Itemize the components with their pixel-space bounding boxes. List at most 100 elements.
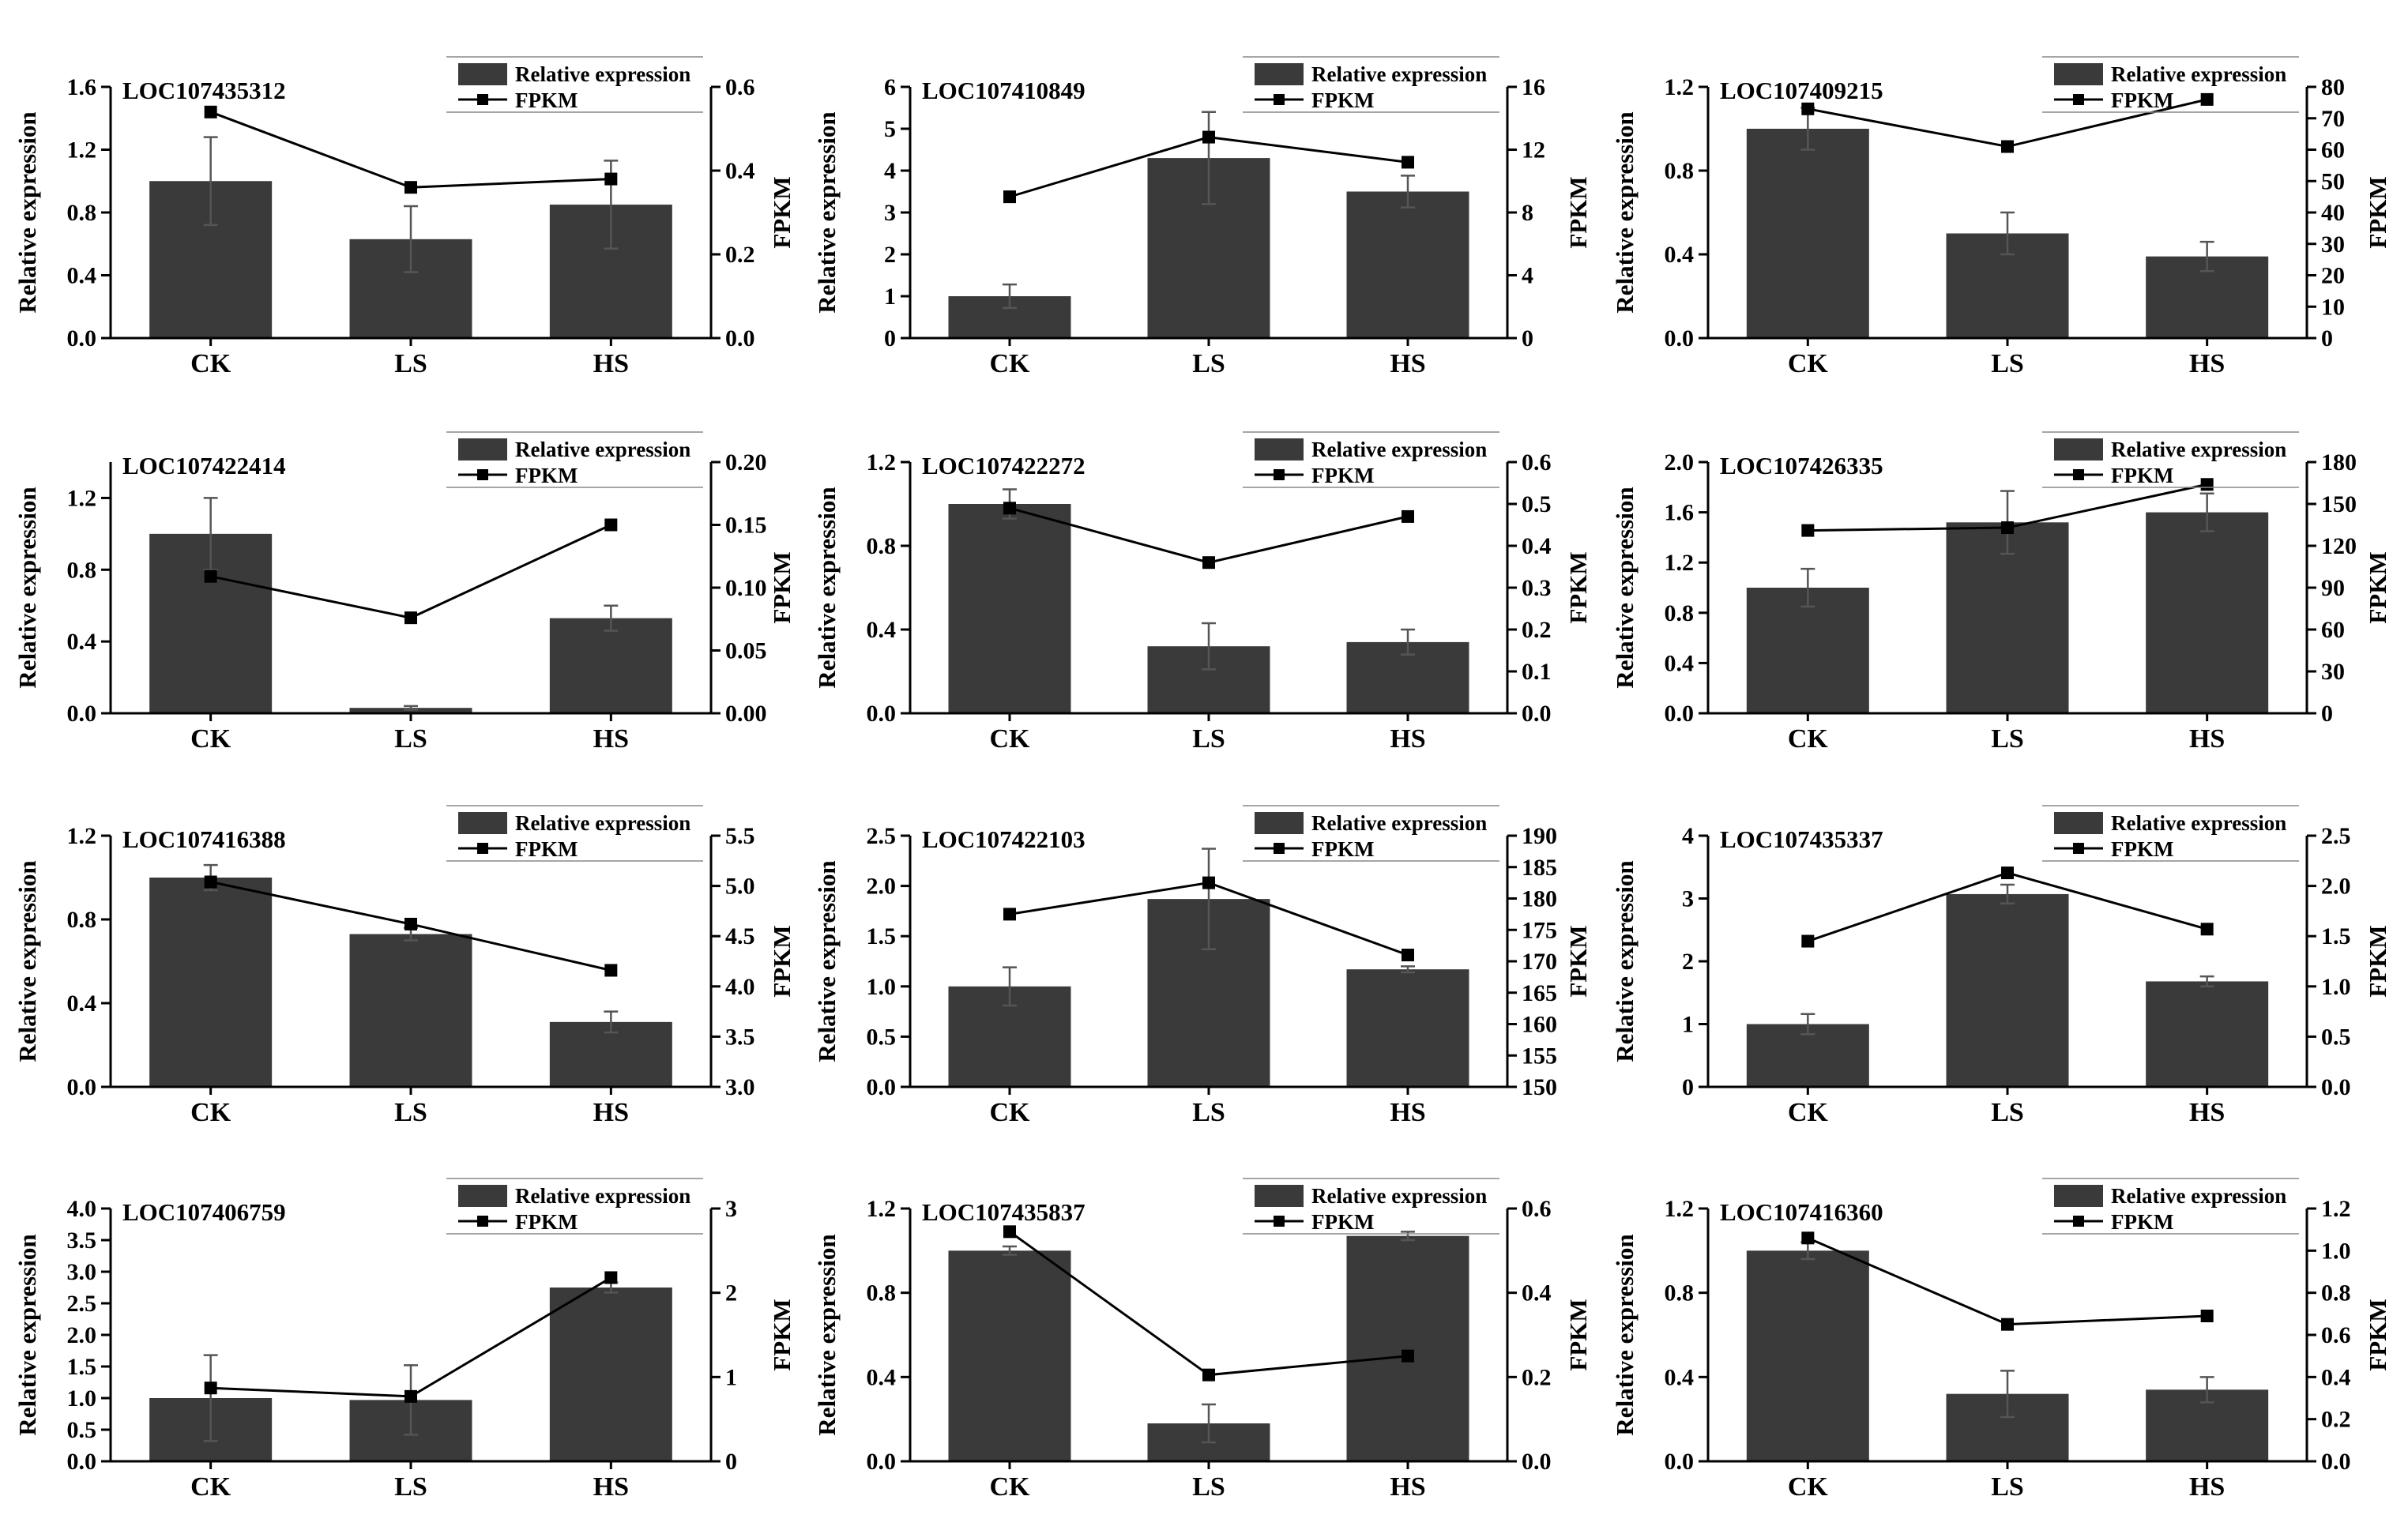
y-left-axis-title: Relative expression [1611,487,1639,688]
right-tick-label: 120 [2321,533,2357,559]
right-tick-label: 0.3 [1522,575,1552,601]
chart-title: LOC107416360 [1720,1198,1883,1226]
right-tick-label: 2 [725,1280,737,1306]
chart-title: LOC107416388 [122,825,286,853]
x-tick-label-hs: HS [593,1098,629,1127]
legend-line-label: FPKM [2111,837,2173,861]
x-tick-label-ls: LS [1192,1472,1225,1502]
bar-ck [948,1250,1071,1461]
right-tick-label: 0.6 [725,74,755,100]
right-tick-label: 0.4 [725,158,755,184]
legend-bar-swatch [458,812,507,834]
right-tick-label: 0.00 [725,701,767,727]
right-tick-label: 30 [2321,659,2345,685]
fpkm-point-hs [1402,156,1414,169]
error-bar-ck [1800,1013,1815,1036]
chart-panel-1: 0.0 0.4 0.8 1.2 1.6 0.0 0.2 0.4 0.6 CK LS HS Relativ… [13,56,796,378]
right-tick-label: 0.0 [1522,701,1552,727]
legend-bar-label: Relative expression [515,62,690,86]
fpkm-point-hs [604,964,618,977]
bar-hs [2146,512,2269,713]
right-tick-label: 4 [1522,263,1533,289]
chart-panel-10: 0.0 0.5 1.0 1.5 2.0 2.5 3.0 3.5 4.0 0 1 2 3 CK LS HS Rel… [13,1178,796,1502]
left-tick-label: 0.8 [1665,158,1695,184]
right-tick-label: 12 [1522,137,1545,164]
x-tick-label-hs: HS [1390,724,1425,754]
left-tick-label: 2 [884,242,896,268]
chart-panel-5: 0.0 0.4 0.8 1.2 0.0 0.1 0.2 0.3 0.4 0.5 0.6 CK LS HS R… [813,431,1592,754]
left-tick-label: 2.0 [867,874,897,900]
error-bar-ls [1202,848,1216,950]
error-bar-hs [1401,175,1415,209]
legend-line-marker [2073,94,2084,105]
fpkm-point-hs [604,1271,618,1284]
chart-title: LOC107406759 [122,1198,286,1226]
right-tick-label: 150 [2321,491,2357,517]
legend-line-label: FPKM [515,88,578,112]
right-tick-label: 0.5 [1522,491,1552,517]
right-tick-label: 0.0 [2321,1074,2351,1100]
right-tick-label: 60 [2321,137,2345,164]
legend-bar-swatch [2054,63,2103,85]
left-tick-label: 1.2 [67,485,97,511]
right-tick-label: 40 [2321,200,2345,226]
x-tick-label-ls: LS [1991,1098,2024,1127]
y-right-axis-title: FPKM [2364,176,2391,248]
chart-panel-12: 0.0 0.4 0.8 1.2 0.0 0.2 0.4 0.6 0.8 1.0 1.2 CK LS HS R… [1611,1178,2391,1502]
bar-ck [149,878,273,1087]
bar-ck [1746,129,1869,338]
legend-line-label: FPKM [1311,464,1374,487]
legend-bar-swatch [2054,1185,2103,1207]
y-left-axis-title: Relative expression [813,860,841,1062]
fpkm-point-ck [1003,190,1016,204]
legend-bar-label: Relative expression [2111,1184,2286,1208]
error-bar-ck [203,136,218,227]
y-left-axis-title: Relative expression [13,487,41,688]
fpkm-line [210,111,611,189]
left-tick-label: 0.8 [1665,1280,1695,1306]
left-tick-label: 0.0 [867,1074,897,1100]
left-tick-label: 0.0 [67,1449,97,1475]
x-tick-label-hs: HS [2189,1098,2225,1127]
right-tick-label: 0.0 [2321,1449,2351,1475]
y-right-axis-title: FPKM [1564,1299,1592,1370]
y-right-axis-title: FPKM [768,551,796,623]
right-tick-label: 4.0 [725,974,755,1000]
left-tick-label: 5 [884,116,896,142]
chart-title: LOC107422414 [122,452,286,479]
x-tick-label-ck: CK [190,724,231,754]
legend-bar-label: Relative expression [1311,811,1487,835]
x-tick-label-ck: CK [990,724,1031,754]
fpkm-point-hs [2200,1310,2214,1322]
chart-panel-9: 0 1 2 3 4 0.0 0.5 1.0 1.5 2.0 2.5 CK LS HS Relative ex… [1611,805,2391,1127]
fpkm-point-hs [2200,478,2214,491]
error-bar-hs [1401,1231,1415,1242]
error-bar-ls [2000,211,2015,256]
error-bar-ck [1003,283,1017,310]
y-right-axis-title: FPKM [768,176,796,248]
left-tick-label: 1.5 [867,923,897,949]
right-tick-label: 0.2 [1522,1364,1552,1390]
fpkm-point-ck [204,570,217,583]
fpkm-point-hs [2200,923,2214,936]
x-tick-label-hs: HS [1390,1472,1425,1502]
fpkm-point-ck [1003,1225,1016,1239]
left-tick-label: 0.8 [67,907,97,933]
error-bar-ls [404,705,418,711]
left-tick-label: 0.4 [867,1364,897,1390]
left-tick-label: 1.2 [1665,550,1695,576]
right-tick-label: 10 [2321,294,2345,320]
y-left-axis-title: Relative expression [13,111,41,313]
left-tick-label: 1.2 [67,823,97,849]
fpkm-point-ck [1003,502,1016,515]
x-tick-label-ck: CK [190,1472,231,1502]
left-tick-label: 0.0 [67,325,97,351]
error-bar-ls [2000,883,2015,905]
